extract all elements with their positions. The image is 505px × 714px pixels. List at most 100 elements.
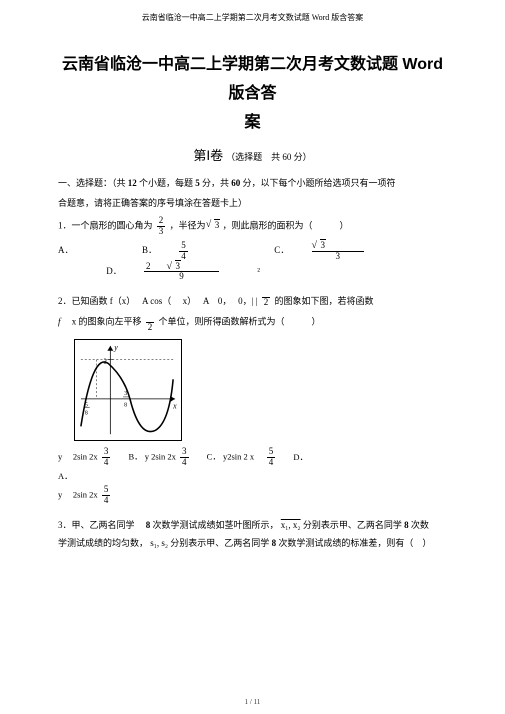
expr: y2sin 2 x xyxy=(223,451,254,461)
q2-prefix: 2．已知函数 xyxy=(58,296,108,306)
q1-prefix: 1．一个扇形的圆心角为 xyxy=(58,220,153,230)
q2-a0: A 0， xyxy=(203,296,227,306)
question-1: 1．一个扇形的圆心角为 2 3 ，半径为 3 ，则此扇形的面积为（ ） xyxy=(58,216,447,237)
q2-fx: f（x） xyxy=(110,296,131,306)
title-line-2: 案 xyxy=(244,114,260,131)
y-label: y xyxy=(58,451,62,461)
label: B． xyxy=(128,451,142,461)
numerator: 3 xyxy=(312,241,365,252)
frac-icon: 2 3 xyxy=(157,216,166,237)
q3-l2b: 分别表示甲、乙两名同学 xyxy=(170,538,269,548)
question-2: 2．已知函数 f（x） A cos（ x） A 0， 0，| | 2 的图象如下… xyxy=(58,292,447,310)
section-note: （选择题 共 60 分） xyxy=(226,152,312,162)
q2-l2b: x 的图象向左平移 xyxy=(72,317,142,327)
sine-graph: x y 2 5 8 3 8 xyxy=(74,339,182,441)
page-body: 云南省临沧一中高二上学期第二次月考文数试题 Word 版含答 案 第Ⅰ卷 （选择… xyxy=(0,23,505,552)
page-number: 1 / 11 xyxy=(0,698,505,706)
denominator: 4 xyxy=(102,496,111,506)
label: C． xyxy=(207,451,221,461)
numerator: 23 xyxy=(144,262,219,273)
denominator: 4 xyxy=(267,458,276,468)
q2-w0: 0，| | xyxy=(238,296,257,306)
y-label: y xyxy=(58,490,62,500)
question-2-line2: f x 的图象向左平移 2 个单位，则所得函数解析式为（ ） xyxy=(58,312,447,333)
q3-mid1: 次数学测试成绩如茎叶图所示， xyxy=(153,520,279,530)
instr-part: 分，共 xyxy=(202,178,229,188)
q3-mid3: 次数 xyxy=(411,520,429,530)
radicand: 3 xyxy=(320,239,327,250)
svg-text:3: 3 xyxy=(124,391,127,397)
running-header: 云南省临沧一中高二上学期第二次月考文数试题 Word 版含答案 xyxy=(0,0,505,23)
svg-text:x: x xyxy=(172,402,177,411)
frac-icon: 5 4 xyxy=(267,447,276,468)
frac-icon: 3 3 xyxy=(312,241,383,262)
expr: 2sin 2x xyxy=(73,490,98,500)
frac-icon: 3 4 xyxy=(180,447,189,468)
denominator: 2 xyxy=(262,298,271,308)
opt-c-label: C． xyxy=(274,245,289,255)
doc-title: 云南省临沧一中高二上学期第二次月考文数试题 Word 版含答 案 xyxy=(58,51,447,137)
opt-b-label: B． xyxy=(142,245,157,255)
svg-text:y: y xyxy=(113,343,118,352)
q2-f: f xyxy=(58,317,61,327)
instr-count: 12 xyxy=(128,178,137,188)
title-line-1: 云南省临沧一中高二上学期第二次月考文数试题 Word 版含答 xyxy=(62,56,459,102)
denominator: 3 xyxy=(312,252,365,262)
expr: 2sin 2x xyxy=(73,451,98,461)
denominator: 4 xyxy=(102,458,111,468)
q2-options: y 2sin 2x 3 4 B． y 2sin 2x 3 4 C． y2sin … xyxy=(58,447,447,506)
graph-svg: x y 2 5 8 3 8 xyxy=(75,340,181,440)
q1-mid: ，半径为 xyxy=(170,220,206,230)
q2-l2c: 个单位，则所得函数解析式为（ ） xyxy=(159,317,321,327)
opt-c: C． y2sin 2 x 5 4 xyxy=(207,447,278,468)
s1s2-label: s₁, s₂ xyxy=(150,538,168,548)
q3-l2a: 学测试成绩的均匀数， xyxy=(58,538,148,548)
q3-prefix: 3．甲、乙两名同学 xyxy=(58,520,135,530)
frac-icon: 5 4 xyxy=(179,241,206,262)
frac-icon: 23 9 xyxy=(144,262,237,283)
section-label: 第Ⅰ卷 xyxy=(193,148,223,163)
expr: y 2sin 2x xyxy=(145,451,176,461)
svg-text:8: 8 xyxy=(85,411,88,417)
opt-d-label: D． xyxy=(106,266,122,276)
radicand: 3 xyxy=(214,219,221,230)
sqrt-icon: 3 xyxy=(208,216,221,234)
q3-n: 8 xyxy=(146,520,151,530)
frac-icon: 5 4 xyxy=(102,485,111,506)
radicand: 3 xyxy=(175,260,182,271)
denominator: 3 xyxy=(157,227,166,237)
opt-a: y 2sin 2x 3 4 xyxy=(58,447,112,468)
q2-x: x） xyxy=(183,296,192,306)
section-heading: 第Ⅰ卷 （选择题 共 60 分） xyxy=(58,145,447,164)
denominator: 2 xyxy=(146,323,155,333)
xbar-icon: x₁, x₂ xyxy=(281,520,301,530)
coef: 2 xyxy=(146,261,151,271)
opt-d-tail: ² xyxy=(257,266,260,276)
instr-part: 个小题，每题 xyxy=(139,178,193,188)
denominator: 4 xyxy=(180,458,189,468)
opt-d: y 2sin 2x 5 4 xyxy=(58,485,112,506)
q1-suffix: ，则此扇形的面积为（ ） xyxy=(223,220,349,230)
instr-part: 分，以下每个小题所给选项只有一项符 xyxy=(243,178,396,188)
q3-n3: 8 xyxy=(272,538,277,548)
question-3: 3．甲、乙两名同学 8 次数学测试成绩如茎叶图所示， x₁, x₂ 分别表示甲、… xyxy=(58,516,447,552)
svg-text:8: 8 xyxy=(124,403,127,409)
opt-b: B． y 2sin 2x 3 4 xyxy=(128,447,190,468)
instr-total: 60 xyxy=(231,178,240,188)
denominator: 9 xyxy=(144,272,219,282)
opt-a-label: A． xyxy=(58,468,73,485)
frac-icon: 2 xyxy=(262,297,271,308)
frac-icon: 2 xyxy=(146,312,155,333)
instructions: 一、选择题：（共 12 个小题，每题 5 分，共 60 分，以下每个小题所给选项… xyxy=(58,174,447,214)
q2-eq: A cos（ xyxy=(142,296,171,306)
q3-n2: 8 xyxy=(404,520,409,530)
q3-l2c: 次数学测试成绩的标准差，则有（ ） xyxy=(278,538,431,548)
q2-mid: 的图象如下图，若将函数 xyxy=(274,296,373,306)
q3-mid2: 分别表示甲、乙两名同学 xyxy=(303,520,402,530)
instr-part: 一、选择题：（共 xyxy=(58,178,126,188)
q1-options: A． B． 5 4 C． 3 3 D． 23 9 ² xyxy=(58,241,447,283)
instr-pts: 5 xyxy=(195,178,200,188)
instr-part: 合题意，请将正确答案的序号填涂在答题卡上） xyxy=(58,198,247,208)
opt-d-label: D． xyxy=(293,449,308,466)
frac-icon: 3 4 xyxy=(102,447,111,468)
